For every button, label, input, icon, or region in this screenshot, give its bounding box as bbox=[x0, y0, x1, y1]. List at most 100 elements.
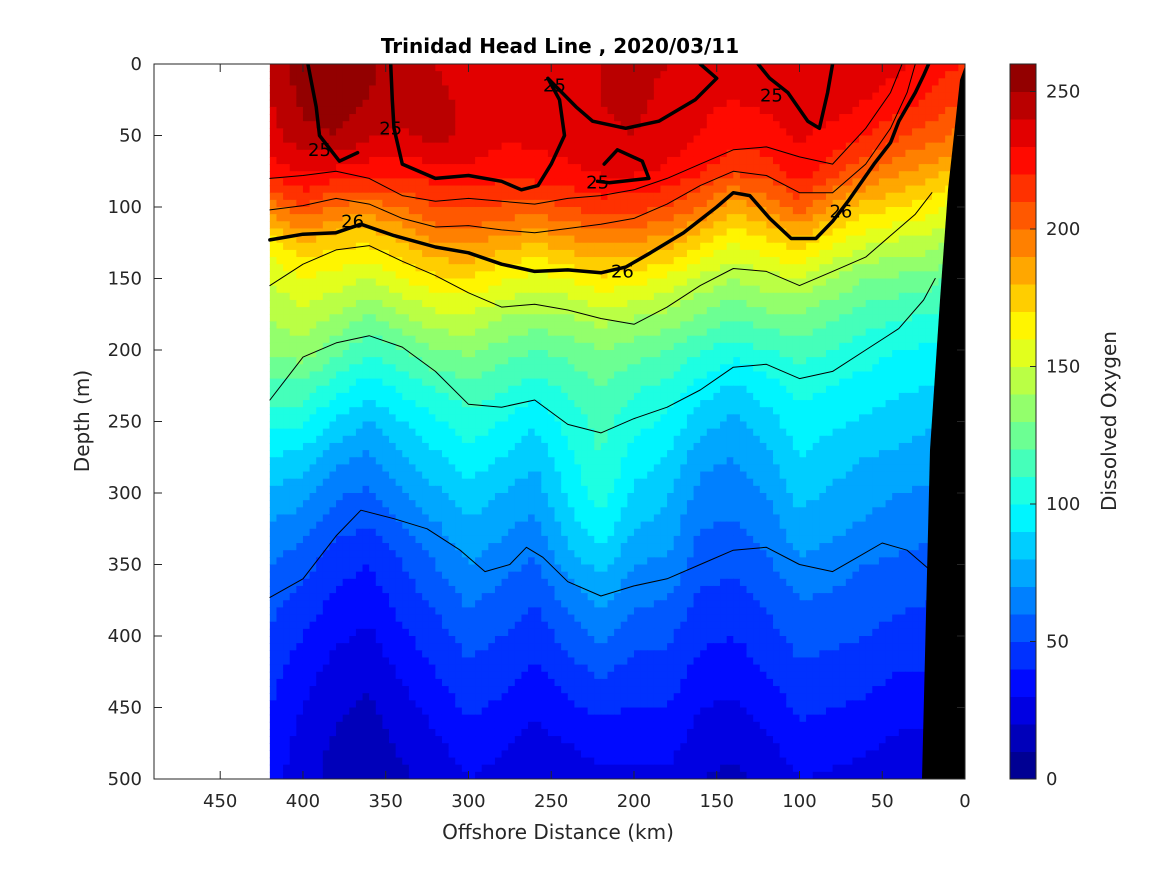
field-cell bbox=[501, 199, 509, 208]
field-cell bbox=[872, 106, 880, 115]
field-cell bbox=[574, 149, 582, 158]
field-cell bbox=[686, 278, 695, 287]
field-cell bbox=[269, 99, 278, 108]
field-cell bbox=[799, 271, 807, 280]
field-cell bbox=[475, 71, 483, 79]
field-cell bbox=[316, 78, 324, 87]
field-cell bbox=[925, 328, 933, 337]
field-cell bbox=[461, 99, 470, 108]
field-cell bbox=[766, 99, 774, 108]
field-cell bbox=[898, 321, 907, 330]
field-cell bbox=[422, 71, 430, 79]
field-cell bbox=[640, 135, 648, 144]
field-cell bbox=[812, 228, 820, 237]
field-cell bbox=[547, 228, 556, 237]
field-cell bbox=[534, 249, 542, 258]
field-cell bbox=[753, 328, 761, 337]
field-cell bbox=[481, 99, 489, 108]
field-cell bbox=[428, 257, 436, 265]
field-cell bbox=[435, 342, 443, 351]
field-cell bbox=[375, 357, 383, 365]
field-cell bbox=[309, 235, 317, 244]
field-cell bbox=[667, 164, 675, 172]
field-cell bbox=[541, 178, 549, 187]
field-cell bbox=[779, 92, 787, 101]
field-cell bbox=[488, 371, 496, 380]
field-cell bbox=[713, 371, 721, 380]
field-cell bbox=[766, 199, 774, 208]
field-cell bbox=[528, 392, 536, 401]
field-cell bbox=[514, 328, 523, 337]
field-cell bbox=[726, 228, 734, 237]
field-cell bbox=[302, 99, 311, 108]
field-cell bbox=[819, 321, 827, 330]
field-cell bbox=[461, 149, 470, 158]
field-cell bbox=[766, 371, 774, 380]
field-cell bbox=[633, 278, 642, 287]
field-cell bbox=[362, 357, 370, 365]
field-cell bbox=[865, 292, 873, 301]
field-cell bbox=[667, 199, 675, 208]
field-cell bbox=[441, 357, 450, 365]
field-cell bbox=[806, 78, 814, 87]
field-cell bbox=[329, 335, 337, 344]
field-cell bbox=[514, 99, 523, 108]
field-cell bbox=[859, 342, 867, 351]
field-cell bbox=[521, 257, 529, 265]
field-cell bbox=[402, 207, 410, 215]
field-cell bbox=[660, 285, 668, 294]
field-cell bbox=[461, 292, 470, 301]
field-cell bbox=[534, 299, 542, 308]
field-cell bbox=[389, 278, 397, 287]
field-cell bbox=[872, 285, 880, 294]
field-cell bbox=[885, 171, 893, 179]
field-cell bbox=[706, 135, 715, 144]
field-cell bbox=[428, 156, 436, 165]
field-cell bbox=[640, 78, 648, 87]
field-cell bbox=[408, 171, 417, 179]
field-cell bbox=[673, 328, 681, 337]
field-cell bbox=[779, 171, 787, 179]
field-cell bbox=[501, 171, 509, 179]
field-cell bbox=[925, 314, 933, 322]
field-cell bbox=[316, 185, 324, 194]
field-cell bbox=[475, 385, 483, 394]
field-cell bbox=[329, 400, 337, 408]
field-cell bbox=[786, 364, 794, 373]
field-cell bbox=[547, 321, 556, 330]
field-cell bbox=[587, 121, 595, 129]
field-cell bbox=[693, 156, 701, 165]
field-cell bbox=[627, 178, 635, 187]
field-cell bbox=[839, 328, 847, 337]
field-cell bbox=[554, 378, 562, 387]
field-cell bbox=[541, 106, 549, 115]
field-cell bbox=[455, 78, 463, 87]
field-cell bbox=[673, 249, 681, 258]
field-cell bbox=[435, 400, 443, 408]
field-cell bbox=[316, 106, 324, 115]
field-cell bbox=[620, 314, 628, 322]
field-cell bbox=[773, 299, 781, 308]
field-cell bbox=[898, 292, 907, 301]
field-cell bbox=[746, 292, 754, 301]
field-cell bbox=[640, 392, 648, 401]
field-cell bbox=[925, 271, 933, 280]
field-cell bbox=[766, 207, 774, 215]
field-cell bbox=[521, 92, 529, 101]
field-cell bbox=[852, 299, 860, 308]
field-cell bbox=[541, 264, 549, 272]
field-cell bbox=[395, 121, 403, 129]
field-cell bbox=[825, 321, 834, 330]
field-cell bbox=[521, 299, 529, 308]
field-cell bbox=[408, 371, 417, 380]
field-cell bbox=[686, 71, 695, 79]
field-cell bbox=[706, 321, 715, 330]
field-cell bbox=[627, 378, 635, 387]
field-cell bbox=[600, 371, 609, 380]
field-cell bbox=[428, 121, 436, 129]
field-cell bbox=[574, 164, 582, 172]
field-cell bbox=[912, 392, 920, 401]
field-cell bbox=[316, 392, 324, 401]
field-cell bbox=[541, 214, 549, 222]
field-cell bbox=[931, 156, 940, 165]
